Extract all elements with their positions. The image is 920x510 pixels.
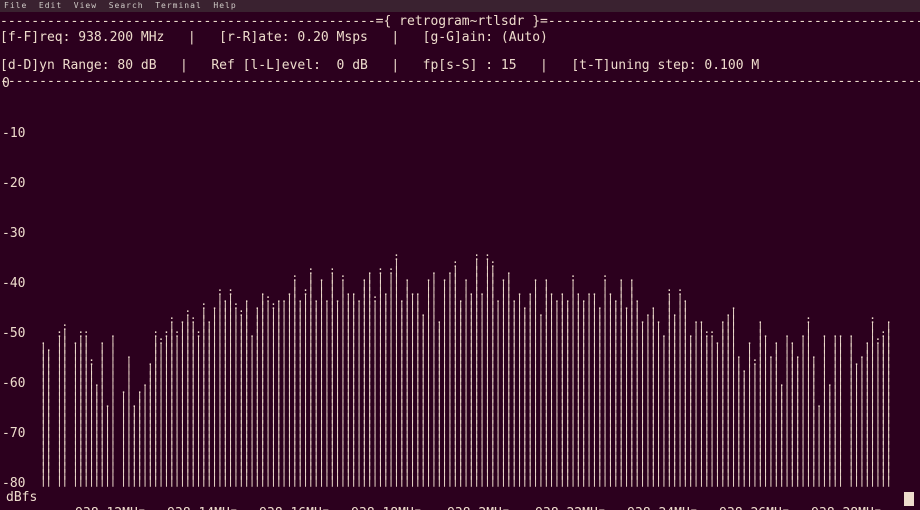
spectrum-plot: 0-10-20-30-40-50-60-70-80|||||||||||||||…	[6, 84, 914, 484]
x-tick-label: 938.12MHz	[75, 506, 145, 510]
y-tick-label: -10	[2, 126, 25, 142]
y-tick-label: -30	[2, 226, 25, 242]
y-tick-label: -60	[2, 376, 25, 392]
spectrum-bar: ||||||||||||||||||||||:	[63, 329, 67, 484]
spectrum-bar: |||||||||||||||||||||.	[839, 334, 843, 484]
x-tick-label: 938.2MHz	[447, 506, 510, 510]
x-tick-label: 938.18MHz	[351, 506, 421, 510]
x-tick-label: 938.22MHz	[535, 506, 605, 510]
params-row-2: [d-D]yn Range: 80 dB | Ref [l-L]evel: 0 …	[0, 58, 920, 74]
y-tick-label: -20	[2, 176, 25, 192]
x-tick-label: 938.14MHz	[167, 506, 237, 510]
y-tick-label: -50	[2, 326, 25, 342]
y-tick-label: -40	[2, 276, 25, 292]
x-tick-label: 938.16MHz	[259, 506, 329, 510]
x-tick-label: 938.24MHz	[627, 506, 697, 510]
x-tick-label: 938.28MHz	[811, 506, 881, 510]
title-separator-row: ----------------------------------------…	[0, 14, 920, 30]
spectrum-bar: |||||||||||||||||||.	[47, 354, 51, 484]
x-tick-label: 938.26MHz	[719, 506, 789, 510]
spectrum-bar: |||||||||||||||||||||.	[111, 334, 115, 484]
menubar[interactable]: File Edit View Search Terminal Help	[0, 0, 920, 12]
scrollbar-thumb[interactable]	[904, 492, 914, 506]
y-axis-unit-label: dBfs	[6, 490, 37, 506]
spectrum-bar: |||||||||||||||||||||||.	[887, 324, 891, 484]
y-tick-label: 0	[2, 76, 10, 92]
terminal-window: ----------------------------------------…	[0, 12, 920, 510]
y-tick-label: -70	[2, 426, 25, 442]
params-row-1: [f-F]req: 938.200 MHz | [r-R]ate: 0.20 M…	[0, 30, 920, 46]
